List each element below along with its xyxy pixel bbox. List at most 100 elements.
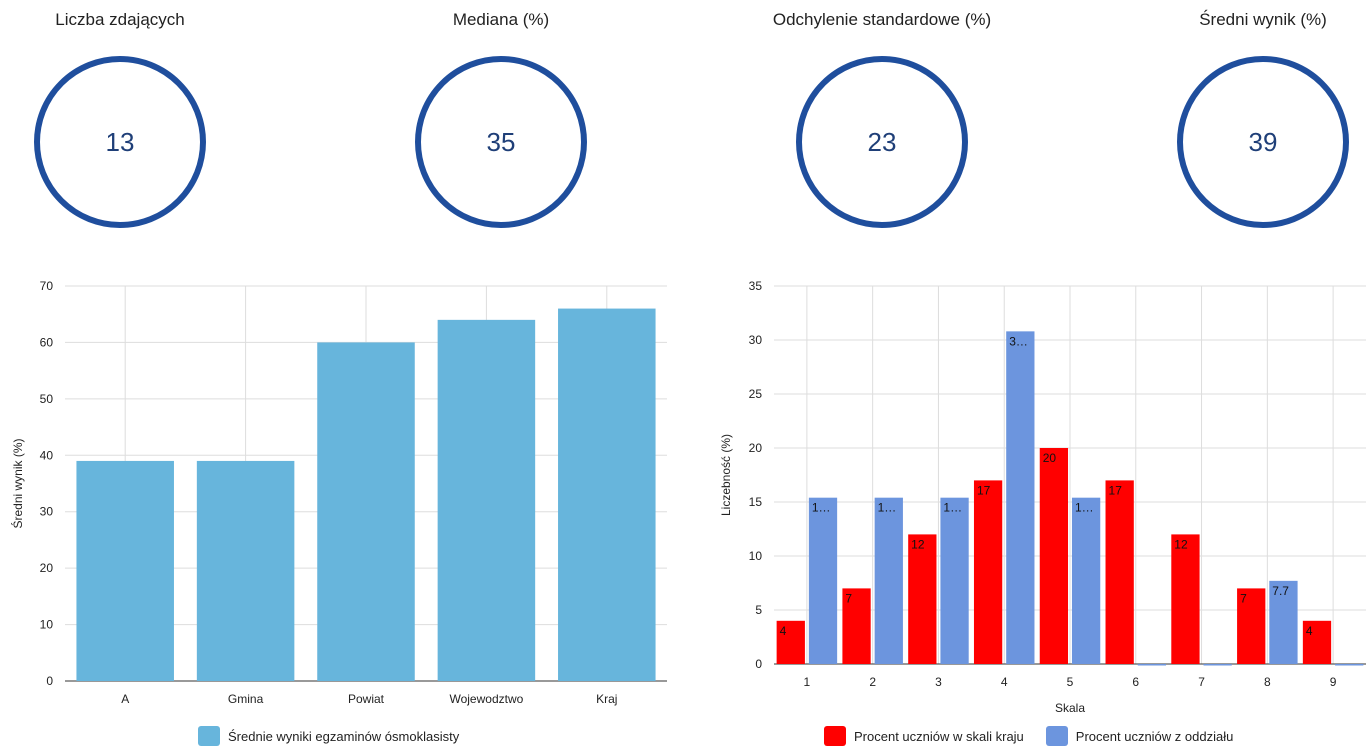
y-tick-label: 25: [749, 387, 763, 401]
y-tick-label: 0: [755, 657, 762, 671]
kpi-value: 35: [486, 126, 516, 157]
x-tick-label: Wojewodztwo: [449, 692, 523, 706]
kpi-title: Średni wynik (%): [1199, 10, 1327, 29]
kpi-ring: 39: [1177, 56, 1349, 228]
kpi-title: Mediana (%): [452, 10, 550, 29]
bar: [908, 534, 937, 664]
y-tick-label: 10: [749, 549, 763, 563]
x-tick-label: Gmina: [228, 692, 264, 706]
bar: [973, 480, 1003, 664]
y-axis-title: Średni wynik (%): [10, 438, 25, 528]
kpi-ring: 23: [796, 56, 968, 228]
bar-data-label: 1…: [1075, 501, 1094, 515]
legend-item: Średnie wyniki egzaminów ósmoklasisty: [198, 726, 459, 746]
y-tick-label: 20: [749, 441, 763, 455]
bar: [1006, 331, 1035, 664]
y-tick-label: 60: [40, 335, 54, 349]
bar-data-label: 7.7: [1272, 584, 1289, 598]
y-tick-label: 50: [40, 392, 54, 406]
bar: [317, 342, 415, 681]
bar: [874, 497, 903, 664]
kpi-count: Liczba zdających 13: [0, 0, 270, 240]
legend-swatch: [1045, 726, 1068, 746]
y-tick-label: 20: [40, 561, 54, 575]
kpi-value: 13: [105, 126, 135, 157]
bar: [1237, 588, 1266, 664]
x-tick-label: 9: [1330, 675, 1337, 689]
kpi-value: 39: [1248, 126, 1278, 157]
bar-data-label: 1…: [812, 501, 831, 515]
bar: [1105, 480, 1134, 664]
legend-swatch: [198, 726, 220, 746]
bar: [1039, 448, 1069, 664]
x-tick-label: Powiat: [348, 692, 385, 706]
kpi-value: 23: [867, 126, 897, 157]
legend-label: Procent uczniów w skali kraju: [854, 728, 1024, 744]
y-tick-label: 30: [40, 505, 54, 519]
legend-label: Średnie wyniki egzaminów ósmoklasisty: [228, 728, 460, 744]
y-axis-title: Liczebność (%): [719, 434, 733, 516]
y-tick-label: 70: [40, 279, 54, 293]
x-tick-label: Kraj: [596, 692, 617, 706]
bar: [808, 497, 838, 664]
y-tick-label: 30: [749, 333, 763, 347]
bar: [776, 620, 805, 664]
bar-data-label: 7: [845, 591, 852, 605]
y-tick-label: 10: [40, 618, 54, 632]
kpi-title: Odchylenie standardowe (%): [772, 10, 992, 29]
kpi-title: Liczba zdających: [55, 10, 185, 29]
chart-right-legend: Procent uczniów w skali kraju Procent uc…: [824, 726, 1255, 746]
bar-data-label: 3…: [1009, 334, 1028, 348]
bar-data-label: 12: [911, 537, 925, 551]
x-tick-label: 2: [869, 675, 876, 689]
bar-data-label: 1…: [943, 501, 962, 515]
x-axis-title: Skala: [1055, 701, 1085, 715]
bar: [1171, 534, 1200, 664]
bar: [1335, 664, 1364, 666]
bar-data-label: 1…: [878, 501, 897, 515]
bar-data-label: 20: [1043, 451, 1057, 465]
legend-item: Procent uczniów w skali kraju: [824, 726, 1024, 746]
kpi-stddev: Odchylenie standardowe (%) 23: [732, 0, 1032, 240]
y-tick-label: 5: [755, 603, 762, 617]
bar: [1203, 664, 1232, 666]
legend-swatch: [824, 726, 846, 746]
bar-data-label: 17: [1109, 483, 1123, 497]
kpi-mean: Średni wynik (%) 39: [1113, 0, 1366, 240]
bar: [437, 319, 536, 681]
average-results-chart: 0 10 20 30 40 50 60 70 A Gmina Powiat Wojewodztwo Kr…: [10, 279, 667, 706]
x-tick-label: 1: [804, 675, 811, 689]
x-tick-label: 5: [1067, 675, 1074, 689]
bar: [558, 308, 656, 681]
kpi-median: Mediana (%) 35: [351, 0, 651, 240]
bar: [1302, 620, 1332, 664]
bar: [196, 460, 295, 681]
kpi-ring: 13: [34, 56, 206, 228]
kpi-ring: 35: [415, 56, 587, 228]
chart-left-legend: Średnie wyniki egzaminów ósmoklasisty: [198, 726, 481, 746]
bar: [1269, 580, 1298, 664]
x-tick-label: 6: [1132, 675, 1139, 689]
bar: [76, 460, 174, 681]
bar: [1071, 497, 1101, 664]
y-tick-label: 15: [749, 495, 763, 509]
x-tick-label: 7: [1198, 675, 1205, 689]
y-tick-label: 35: [749, 279, 763, 293]
x-tick-label: 8: [1264, 675, 1271, 689]
x-tick-label: 3: [935, 675, 942, 689]
bar: [940, 497, 969, 664]
bar: [842, 588, 871, 664]
bar-data-label: 17: [977, 483, 991, 497]
bar: [1137, 664, 1167, 666]
bar-data-label: 4: [780, 624, 787, 638]
y-tick-label: 40: [40, 448, 54, 462]
legend-item: Procent uczniów z oddziału: [1045, 726, 1234, 746]
x-tick-label: 4: [1001, 675, 1008, 689]
x-tick-label: A: [121, 692, 129, 706]
bar-data-label: 12: [1174, 537, 1188, 551]
y-tick-label: 0: [46, 674, 53, 688]
bar-data-label: 4: [1306, 624, 1313, 638]
legend-label: Procent uczniów z oddziału: [1075, 728, 1234, 744]
bar-data-label: 7: [1240, 591, 1247, 605]
